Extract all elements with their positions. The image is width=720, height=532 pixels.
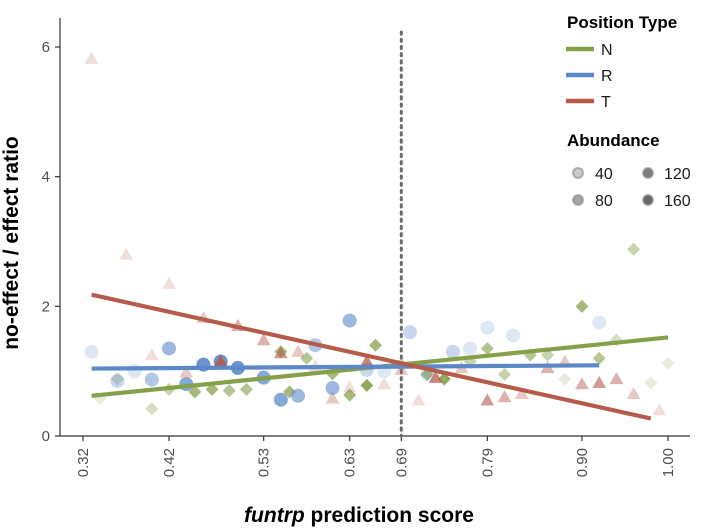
point-N-diamond [369, 338, 382, 352]
legend-title-position-type: Position Type [567, 13, 677, 32]
point-N-diamond [360, 378, 374, 392]
x-axis-title-rest: prediction score [305, 504, 474, 527]
legend-abundance-swatch [572, 167, 584, 179]
fit-lines-layer [91, 292, 669, 421]
point-R-circle [325, 381, 340, 396]
point-N-diamond [575, 299, 589, 313]
point-R-circle [463, 341, 478, 356]
point-N-diamond [644, 376, 658, 390]
point-R-circle [162, 341, 177, 356]
point-R-circle [291, 388, 306, 403]
point-N-diamond [480, 341, 494, 355]
x-axis-title: funtrp prediction score [244, 504, 474, 527]
legend-label-N: N [601, 42, 613, 59]
point-R-circle [84, 344, 99, 359]
point-T-triangle [291, 344, 305, 357]
point-N-diamond [300, 351, 314, 365]
point-T-triangle [213, 354, 228, 367]
points-layer [84, 51, 675, 416]
point-T-triangle [342, 380, 357, 393]
point-N-diamond [627, 242, 641, 256]
point-N-diamond [222, 384, 236, 398]
x-axis-title-italic: funtrp [244, 504, 305, 527]
point-T-triangle [575, 377, 589, 390]
x-tick-label: 0.69 [393, 448, 410, 477]
point-T-triangle [377, 377, 392, 390]
point-T-triangle [411, 393, 426, 406]
x-tick-label: 1.00 [660, 448, 677, 477]
legend: Position Type NRT Abundance 40 80 120 160 [566, 13, 691, 210]
legend-abundance-swatch [642, 167, 654, 179]
point-T-triangle [179, 365, 194, 378]
point-T-triangle [428, 370, 443, 383]
point-N-diamond [558, 372, 572, 386]
axis-labels-layer: 0 2 4 6 0.32 0.42 0.53 0.63 0.69 0.79 0.90 1.00 funt… [0, 39, 677, 527]
point-T-triangle [394, 362, 409, 376]
point-T-triangle [497, 390, 512, 403]
point-T-triangle [480, 393, 495, 406]
point-R-circle [506, 328, 521, 343]
legend-abundance-label: 40 [595, 166, 613, 183]
point-R-circle [480, 320, 495, 335]
point-R-circle [144, 372, 159, 387]
point-T-triangle [626, 386, 641, 400]
point-R-circle [342, 313, 357, 328]
legend-label-R: R [601, 68, 613, 85]
fit-line-T [91, 292, 652, 421]
point-N-diamond [205, 382, 219, 396]
point-T-triangle [256, 333, 271, 346]
point-R-circle [445, 344, 460, 359]
legend-abundance-label: 120 [664, 166, 691, 183]
fit-line-R [91, 363, 600, 371]
point-N-diamond [343, 388, 357, 402]
point-T-triangle [652, 403, 667, 416]
y-tick-label: 6 [42, 39, 50, 56]
point-N-diamond [145, 402, 159, 416]
point-T-triangle [119, 247, 133, 260]
point-N-diamond [110, 372, 124, 386]
legend-title-abundance: Abundance [567, 131, 660, 150]
legend-abundance-label: 80 [595, 193, 613, 210]
y-axis-title: no-effect / effect ratio [0, 136, 23, 350]
x-tick-label: 0.32 [75, 448, 92, 477]
legend-abundance-label: 160 [664, 193, 691, 210]
point-T-triangle [273, 346, 288, 359]
point-N-diamond [592, 351, 606, 365]
axes [55, 18, 690, 441]
point-T-triangle [359, 354, 374, 367]
point-N-diamond [498, 367, 512, 381]
point-T-triangle [592, 375, 607, 389]
point-N-diamond [239, 382, 253, 396]
point-R-circle [110, 373, 125, 388]
x-tick-label: 0.90 [574, 448, 591, 477]
point-T-triangle [514, 386, 529, 400]
legend-abundance-swatch [572, 194, 584, 206]
y-tick-label: 0 [42, 428, 50, 445]
x-tick-label: 0.63 [342, 448, 359, 477]
legend-abundance-swatch [642, 194, 654, 206]
legend-label-T: T [601, 94, 611, 111]
point-R-circle [592, 315, 607, 330]
point-T-triangle [325, 391, 340, 404]
x-tick-label: 0.53 [256, 448, 273, 477]
point-T-triangle [144, 348, 159, 361]
point-N-diamond [188, 385, 202, 399]
point-N-diamond [661, 356, 675, 370]
y-tick-label: 4 [42, 169, 50, 186]
x-tick-label: 0.79 [479, 448, 496, 477]
x-tick-label: 0.42 [161, 448, 178, 477]
point-R-circle [273, 392, 288, 407]
point-T-triangle [84, 51, 99, 64]
point-T-triangle [162, 276, 176, 289]
point-T-triangle [609, 372, 624, 385]
y-tick-label: 2 [42, 298, 50, 315]
point-R-circle [402, 325, 417, 340]
